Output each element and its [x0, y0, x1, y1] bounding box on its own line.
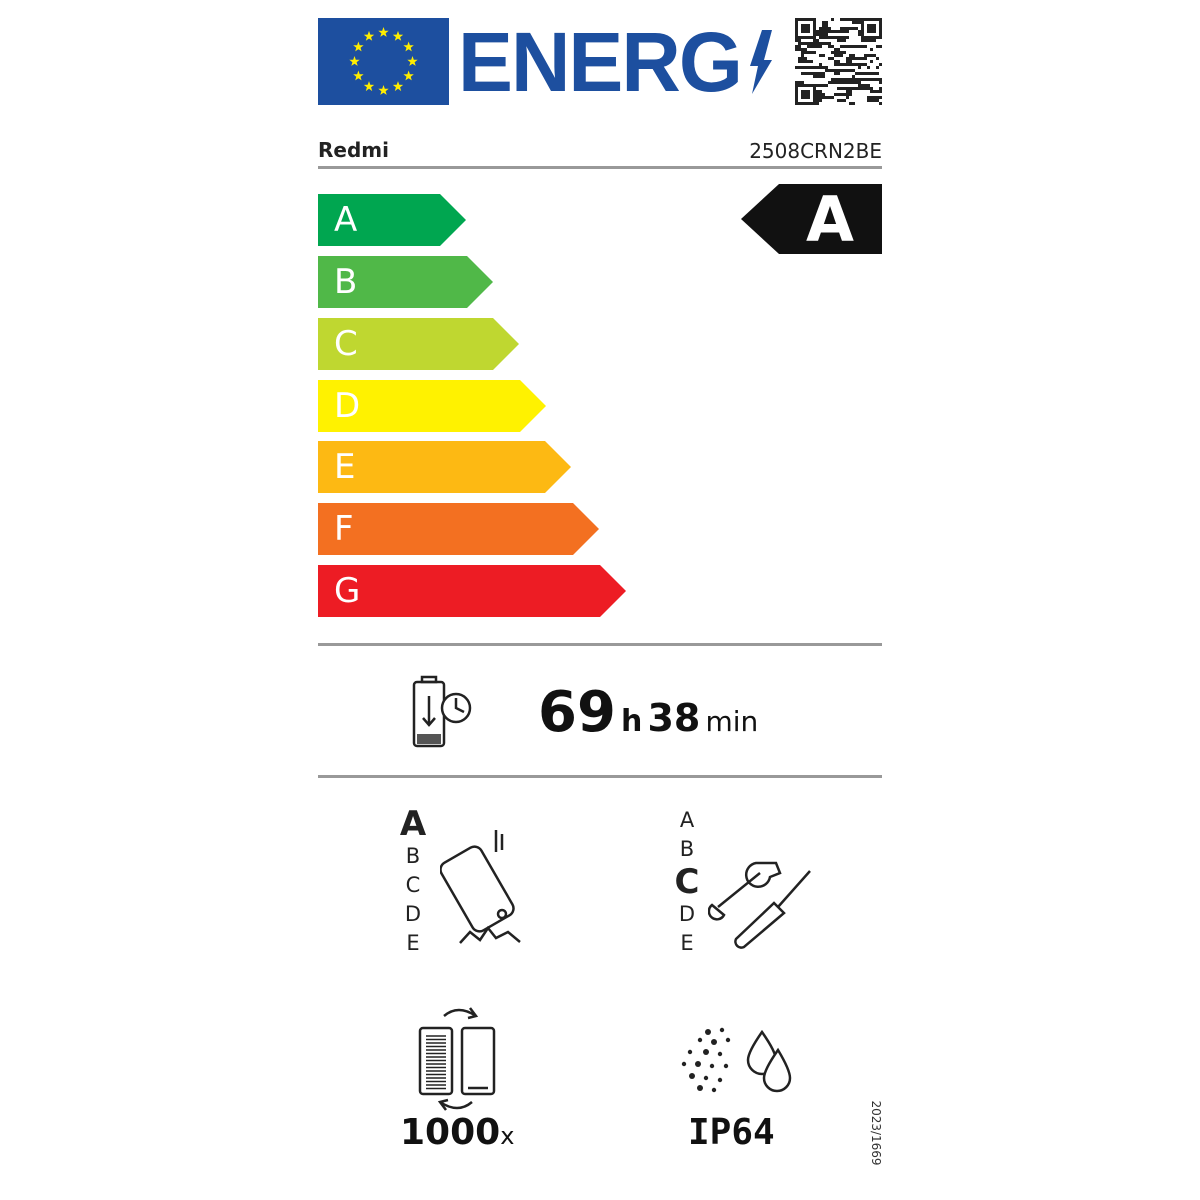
- dust-water-icon: [681, 1027, 792, 1093]
- scale-letter: A: [399, 804, 427, 844]
- scale-letter: E: [406, 931, 420, 955]
- eu-flag-icon: [318, 18, 449, 105]
- energy-class-letter: A: [806, 183, 854, 256]
- energy-class-bar-g: G: [318, 565, 626, 617]
- energy-class-bar-letter: C: [334, 324, 358, 364]
- energy-class-bar-e: E: [318, 441, 571, 493]
- scale-letter: C: [674, 862, 700, 902]
- scale-letter: B: [679, 837, 695, 861]
- minutes-value: 38: [647, 696, 701, 740]
- scale-letter: C: [405, 873, 421, 897]
- energy-class-bar-letter: G: [334, 571, 361, 611]
- energy-class-bar-d: D: [318, 380, 546, 432]
- scale-letter: D: [678, 902, 696, 926]
- hours-unit: h: [621, 704, 643, 739]
- repair-tools-icon: [708, 861, 811, 949]
- battery-endurance-icon: [412, 675, 472, 748]
- minutes-unit: min: [705, 705, 759, 738]
- phone-drop-icon: [440, 830, 521, 944]
- regulation-number: 2023/1669: [869, 1100, 883, 1166]
- divider: [318, 775, 882, 778]
- battery-cycles-value: 1000: [400, 1112, 501, 1153]
- ingress-protection-rating: IP64: [688, 1112, 775, 1153]
- energy-class-bar-f: F: [318, 503, 599, 555]
- qr-code-icon[interactable]: [795, 18, 882, 105]
- battery-cycles-icon: [418, 1007, 496, 1111]
- battery-cycles-unit: x: [500, 1122, 515, 1150]
- energy-class-bar-letter: B: [334, 262, 358, 302]
- energy-class-bar-letter: F: [334, 509, 354, 549]
- energy-class-arrow: [741, 184, 882, 254]
- lightning-icon: [750, 30, 772, 94]
- model-identifier: 2508CRN2BE: [749, 139, 882, 163]
- scale-letter: D: [404, 902, 422, 926]
- battery-endurance-value: 69 h 38 min: [538, 680, 758, 745]
- energy-class-bar-letter: A: [334, 200, 358, 240]
- energy-class-bar-a: A: [318, 194, 466, 246]
- energy-logo-text: ENERG: [458, 15, 743, 109]
- scale-letter: A: [679, 808, 695, 832]
- battery-cycles: 1000x: [400, 1112, 514, 1153]
- scale-letter: E: [680, 931, 694, 955]
- energy-class-bar-letter: E: [334, 447, 356, 487]
- energy-class-bar-b: B: [318, 256, 493, 308]
- energy-class-bar-c: C: [318, 318, 519, 370]
- scale-letter: B: [405, 844, 421, 868]
- energy-class-bar-letter: D: [334, 386, 361, 426]
- hours-value: 69: [538, 680, 616, 745]
- divider: [318, 643, 882, 646]
- supplier-name: Redmi: [318, 138, 389, 162]
- divider: [318, 166, 882, 169]
